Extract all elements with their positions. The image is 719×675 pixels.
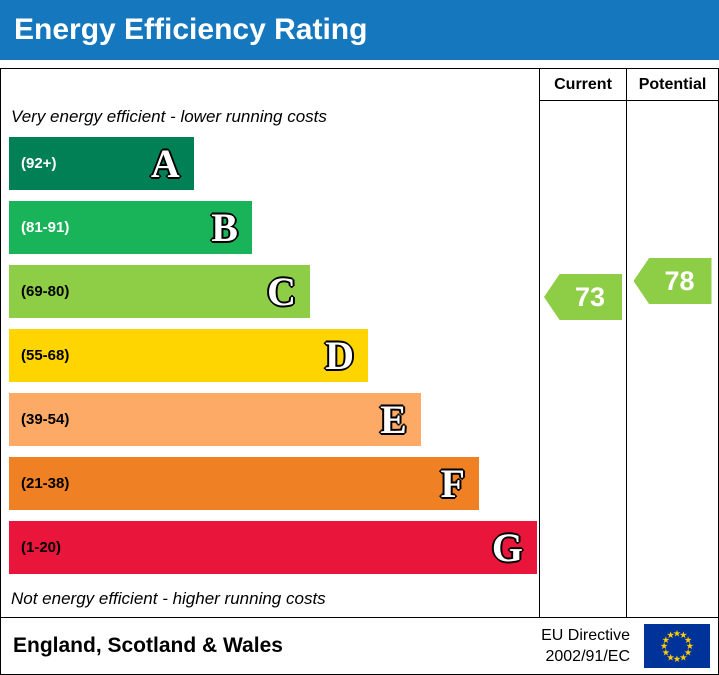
chart-main: Very energy efficient - lower running co…	[1, 69, 718, 617]
band-row-g: (1-20) G	[9, 521, 537, 585]
chart-footer: England, Scotland & Wales EU Directive 2…	[1, 617, 718, 674]
band-row-b: (81-91) B	[9, 201, 537, 265]
potential-rating-value: 78	[664, 265, 695, 296]
region-label: England, Scotland & Wales	[13, 634, 283, 657]
band-bar-f: (21-38) F	[9, 457, 479, 510]
svg-text:★: ★	[662, 635, 670, 646]
current-rating-value: 73	[574, 281, 606, 312]
band-range: (39-54)	[21, 411, 70, 428]
band-range: (21-38)	[21, 475, 70, 492]
band-row-c: (69-80) C	[9, 265, 537, 329]
band-rows: (92+) A (81-91) B (69-80) C	[9, 137, 537, 585]
band-range: (1-20)	[21, 539, 62, 556]
footer-right: EU Directive 2002/91/EC ★ ★ ★ ★ ★ ★ ★ ★ …	[541, 624, 712, 668]
band-row-e: (39-54) E	[9, 393, 537, 457]
current-header: Current	[540, 69, 626, 101]
band-row-d: (55-68) D	[9, 329, 537, 393]
svg-text:★: ★	[666, 652, 674, 663]
band-row-a: (92+) A	[9, 137, 537, 201]
page-title: Energy Efficiency Rating	[0, 0, 719, 60]
potential-rating-pointer: 78	[633, 258, 712, 304]
svg-text:★: ★	[686, 641, 694, 652]
eu-directive-line2: 2002/91/EC	[545, 648, 630, 665]
band-range: (55-68)	[21, 347, 70, 364]
band-letter: C	[267, 268, 296, 314]
svg-text:★: ★	[666, 630, 674, 641]
band-letter: B	[211, 204, 238, 250]
band-letter: D	[325, 332, 355, 378]
svg-text:★: ★	[679, 630, 687, 641]
energy-rating-chart: Very energy efficient - lower running co…	[0, 68, 719, 675]
svg-text:★: ★	[684, 648, 692, 659]
svg-text:★: ★	[673, 654, 681, 665]
svg-text:★: ★	[662, 648, 670, 659]
current-rating-pointer: 73	[544, 274, 622, 320]
page-title-text: Energy Efficiency Rating	[14, 13, 368, 46]
svg-text:★: ★	[673, 628, 681, 639]
caption-bottom: Not energy efficient - higher running co…	[11, 589, 326, 608]
band-range: (81-91)	[21, 219, 70, 236]
band-bar-g: (1-20) G	[9, 521, 537, 574]
band-range: (69-80)	[21, 283, 70, 300]
svg-text:★: ★	[679, 652, 687, 663]
band-bar-b: (81-91) B	[9, 201, 252, 254]
band-letter: A	[150, 140, 180, 186]
band-row-f: (21-38) F	[9, 457, 537, 521]
band-bar-d: (55-68) D	[9, 329, 369, 382]
band-letter: E	[380, 396, 407, 442]
band-letter: G	[491, 524, 523, 570]
bands-area: Very energy efficient - lower running co…	[1, 69, 539, 617]
potential-column: Potential 78	[626, 69, 718, 617]
band-bar-c: (69-80) C	[9, 265, 310, 318]
eu-directive-line1: EU Directive	[541, 627, 630, 644]
band-bar-a: (92+) A	[9, 137, 194, 190]
band-bar-e: (39-54) E	[9, 393, 421, 446]
eu-directive-label: EU Directive 2002/91/EC	[541, 625, 630, 667]
band-letter: F	[440, 460, 465, 506]
current-column: Current 73	[539, 69, 626, 617]
caption-top: Very energy efficient - lower running co…	[11, 107, 327, 126]
svg-text:★: ★	[660, 641, 668, 652]
eu-flag-icon: ★ ★ ★ ★ ★ ★ ★ ★ ★ ★ ★ ★	[644, 624, 710, 668]
band-range: (92+)	[21, 155, 57, 172]
potential-header: Potential	[627, 69, 718, 101]
svg-text:★: ★	[684, 635, 692, 646]
